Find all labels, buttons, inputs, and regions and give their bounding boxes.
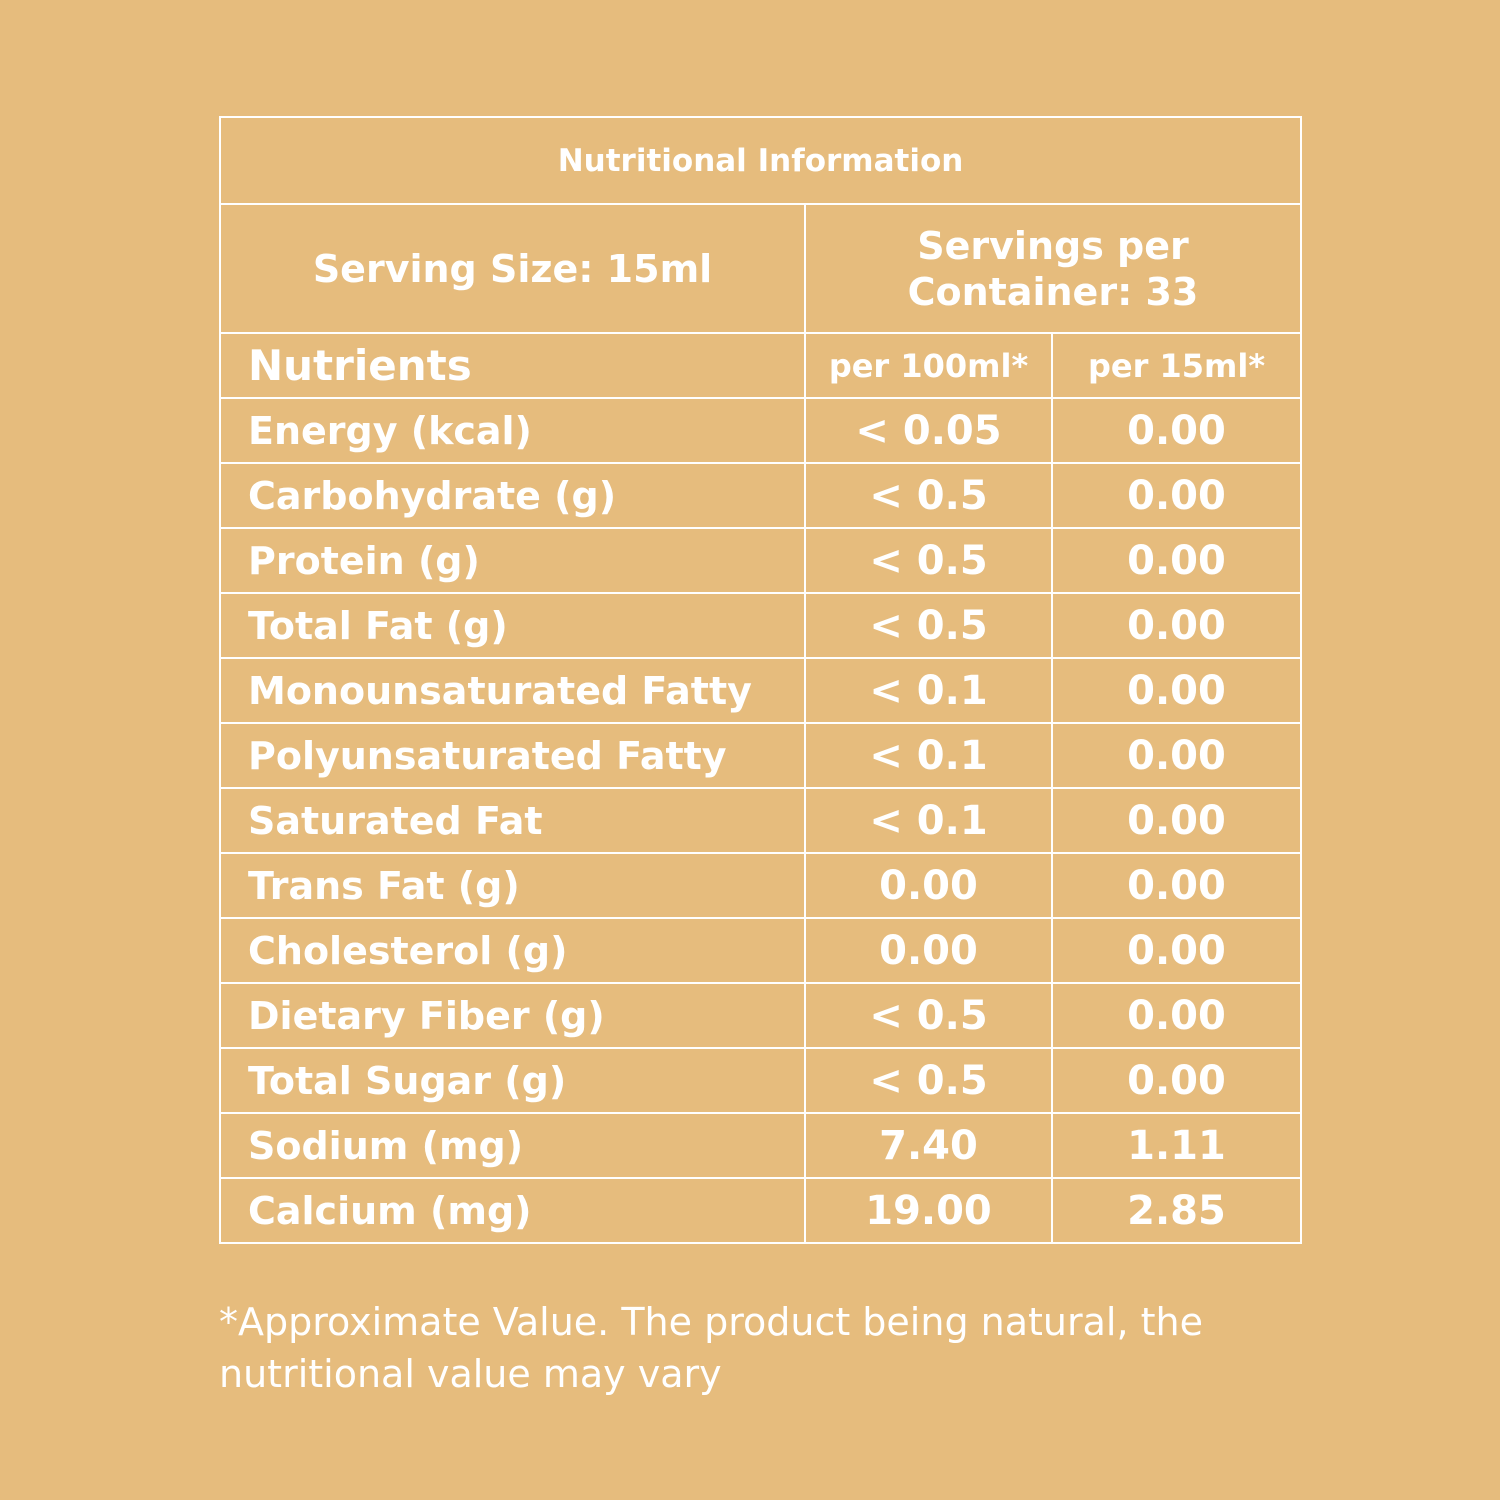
nutrient-value: 0.00 <box>804 917 1053 984</box>
footnote: *Approximate Value. The product being na… <box>219 1300 1203 1396</box>
nutrient-name: Cholesterol (g) <box>219 917 806 984</box>
header-row: Nutrients per 100ml* per 15ml* <box>219 332 1303 399</box>
nutrient-row: Sodium (mg) 7.40 1.11 <box>219 1112 1303 1179</box>
nutrient-value: < 0.5 <box>804 1047 1053 1114</box>
nutrient-name: Total Sugar (g) <box>219 1047 806 1114</box>
nutrient-value: 19.00 <box>804 1177 1053 1244</box>
header-cell: per 100ml* <box>804 332 1053 399</box>
title-row: Nutritional Information <box>218 116 1303 205</box>
nutrient-name: Protein (g) <box>219 527 806 594</box>
nutrient-row: Trans Fat (g) 0.00 0.00 <box>219 852 1303 919</box>
nutrient-row: Total Sugar (g) < 0.5 0.00 <box>219 1047 1303 1114</box>
nutrient-value: < 0.1 <box>804 787 1053 854</box>
nutrient-value: 0.00 <box>1050 722 1303 789</box>
nutrient-row: Cholesterol (g) 0.00 0.00 <box>219 917 1303 984</box>
nutrient-value: 0.00 <box>1050 657 1303 724</box>
nutrient-name: Trans Fat (g) <box>219 852 806 919</box>
nutrient-value: < 0.1 <box>804 722 1053 789</box>
nutrient-value: 0.00 <box>1050 592 1303 659</box>
nutrient-row: Energy (kcal) < 0.05 0.00 <box>219 397 1303 464</box>
nutrient-value: < 0.1 <box>804 657 1053 724</box>
nutrient-value: 0.00 <box>1050 787 1303 854</box>
nutrient-row: Carbohydrate (g) < 0.5 0.00 <box>219 462 1303 529</box>
nutrient-name: Carbohydrate (g) <box>219 462 806 529</box>
nutrient-value: 0.00 <box>1050 852 1303 919</box>
nutrient-name: Sodium (mg) <box>219 1112 806 1179</box>
nutrient-name: Monounsaturated Fatty <box>219 657 806 724</box>
nutrient-value: 2.85 <box>1050 1177 1303 1244</box>
nutrient-name: Polyunsaturated Fatty <box>219 722 806 789</box>
header-cell: per 15ml* <box>1050 332 1303 399</box>
nutrient-row: Calcium (mg) 19.00 2.85 <box>219 1177 1303 1244</box>
nutrient-name: Total Fat (g) <box>219 592 806 659</box>
table-body: Nutritional Information Serving Size: 15… <box>218 116 1303 1244</box>
nutrient-value: 0.00 <box>1050 917 1303 984</box>
nutrition-table: Nutritional Information Serving Size: 15… <box>218 116 1303 1244</box>
nutrient-row: Total Fat (g) < 0.5 0.00 <box>219 592 1303 659</box>
serving-row: Serving Size: 15ml Servings per Containe… <box>219 203 1303 334</box>
servings-per-container: Servings per Container: 33 <box>803 203 1303 334</box>
nutrient-value: 0.00 <box>1050 1047 1303 1114</box>
nutrient-row: Polyunsaturated Fatty < 0.1 0.00 <box>219 722 1303 789</box>
nutrient-name: Dietary Fiber (g) <box>219 982 806 1049</box>
nutrient-value: < 0.5 <box>804 527 1053 594</box>
nutrient-value: < 0.5 <box>804 982 1053 1049</box>
serving-size: Serving Size: 15ml <box>219 203 806 334</box>
nutrient-value: 0.00 <box>1050 397 1303 464</box>
nutrient-name: Energy (kcal) <box>219 397 806 464</box>
nutrient-value: 0.00 <box>1050 527 1303 594</box>
nutrient-row: Saturated Fat < 0.1 0.00 <box>219 787 1303 854</box>
header-cell: Nutrients <box>219 332 806 399</box>
nutrient-value: 1.11 <box>1050 1112 1303 1179</box>
nutrient-name: Saturated Fat <box>219 787 806 854</box>
nutrient-row: Dietary Fiber (g) < 0.5 0.00 <box>219 982 1303 1049</box>
nutrient-value: < 0.5 <box>804 462 1053 529</box>
nutrient-value: < 0.5 <box>804 592 1053 659</box>
nutrient-row: Monounsaturated Fatty < 0.1 0.00 <box>219 657 1303 724</box>
nutrient-value: 0.00 <box>1050 982 1303 1049</box>
nutrient-name: Calcium (mg) <box>219 1177 806 1244</box>
nutrient-row: Protein (g) < 0.5 0.00 <box>219 527 1303 594</box>
table-title: Nutritional Information <box>218 116 1303 205</box>
nutrient-value: 7.40 <box>804 1112 1053 1179</box>
nutrient-value: 0.00 <box>804 852 1053 919</box>
nutrient-value: 0.00 <box>1050 462 1303 529</box>
nutrient-value: < 0.05 <box>804 397 1053 464</box>
